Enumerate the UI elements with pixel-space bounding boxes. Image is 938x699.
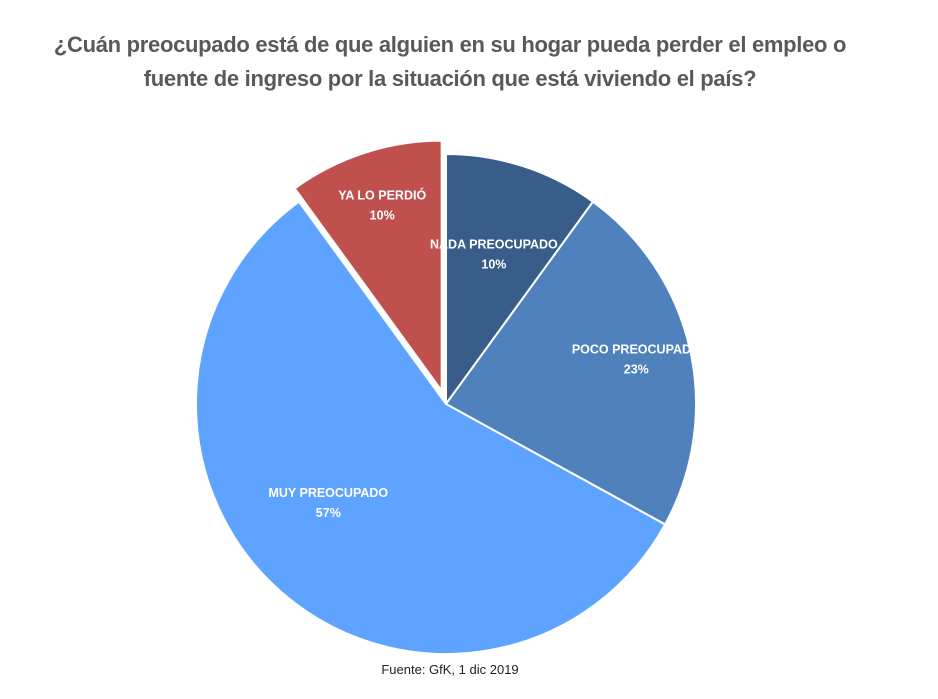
pie-slice-nada-preocupado: [445, 153, 594, 405]
slice-label-ya-lo-perdio: YA LO PERDIÓ: [338, 188, 426, 203]
slice-value-nada-preocupado: 10%: [481, 258, 506, 272]
slice-value-muy-preocupado: 57%: [316, 506, 341, 520]
chart-source: Fuente: GfK, 1 dic 2019: [381, 662, 519, 677]
pie-labels: NADA PREOCUPADO 10% POCO PREOCUPADO 23% MUY …: [268, 188, 701, 520]
slice-label-nada-preocupado: NADA PREOCUPADO: [430, 238, 558, 252]
chart-title: ¿Cuán preocupado está de que alguien en …: [53, 32, 847, 91]
slice-label-muy-preocupado: MUY PREOCUPADO: [268, 486, 388, 500]
slice-value-ya-lo-perdio: 10%: [370, 209, 395, 223]
slice-label-poco-preocupado: POCO PREOCUPADO: [572, 342, 701, 356]
pie-slice-ya-lo-perdio: [293, 139, 443, 392]
pie-slices: [195, 139, 697, 655]
slice-value-poco-preocupado: 23%: [624, 362, 649, 376]
pie-slice-muy-preocupado: [195, 200, 667, 655]
pie-slice-poco-preocupado: [445, 200, 697, 526]
